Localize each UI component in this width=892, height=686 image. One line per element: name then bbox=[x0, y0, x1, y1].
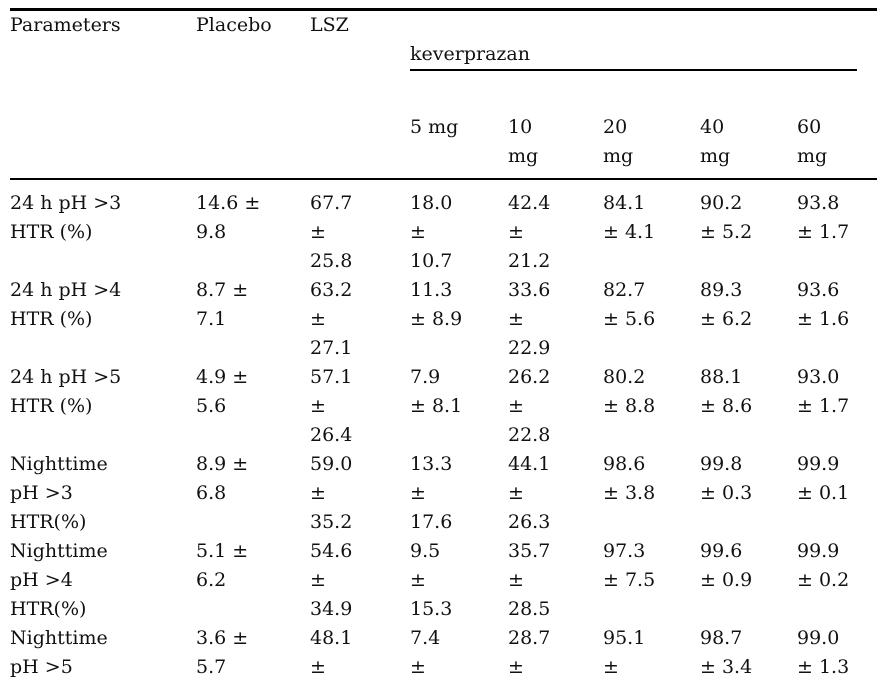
cell-lsz: 48.1 ± 31.1 bbox=[310, 627, 353, 686]
keverprazan-group-label: keverprazan bbox=[410, 40, 858, 71]
cell-dose-10mg: 28.7 ± 28.2 bbox=[508, 627, 551, 686]
cell-dose-5mg: 11.3 ± 8.9 bbox=[410, 279, 463, 330]
column-header-placebo: Placebo bbox=[196, 14, 272, 36]
cell-dose-5mg: 7.4 ± 12.8 bbox=[410, 627, 452, 686]
cell-lsz: 67.7 ± 25.8 bbox=[310, 192, 353, 272]
cell-dose-20mg: 84.1 ± 4.1 bbox=[603, 192, 656, 243]
cell-lsz: 54.6 ± 34.9 bbox=[310, 540, 353, 620]
cell-dose-60mg: 99.9 ± 0.2 bbox=[797, 540, 850, 591]
column-header-parameters: Parameters bbox=[10, 14, 121, 36]
cell-placebo: 4.9 ± 5.6 bbox=[196, 366, 249, 417]
table-row: 24 h pH >4 HTR (%) 8.7 ± 7.1 63.2 ± 27.1… bbox=[10, 276, 877, 363]
column-header-dose-10mg: 10 mg bbox=[508, 116, 539, 167]
cell-dose-20mg: 98.6 ± 3.8 bbox=[603, 453, 656, 504]
table-row: 24 h pH >3 HTR (%) 14.6 ± 9.8 67.7 ± 25.… bbox=[10, 179, 877, 276]
column-header-dose-40mg: 40 mg bbox=[700, 116, 731, 167]
cell-parameter: 24 h pH >5 HTR (%) bbox=[10, 366, 122, 417]
cell-parameter: Nighttime pH >3 HTR(%) bbox=[10, 453, 108, 533]
column-header-dose-5mg: 5 mg bbox=[410, 116, 459, 138]
cell-dose-5mg: 9.5 ± 15.3 bbox=[410, 540, 453, 620]
table-row: Nighttime pH >4 HTR(%) 5.1 ± 6.2 54.6 ± … bbox=[10, 537, 877, 624]
table-row: 24 h pH >5 HTR (%) 4.9 ± 5.6 57.1 ± 26.4… bbox=[10, 363, 877, 450]
cell-dose-20mg: 95.1 ± 13.2 bbox=[603, 627, 646, 686]
column-header-dose-60mg: 60 mg bbox=[797, 116, 828, 167]
cell-placebo: 3.6 ± 5.7 bbox=[196, 627, 249, 678]
cell-parameter: Nighttime pH >5 HTR(%) bbox=[10, 627, 108, 686]
cell-dose-40mg: 89.3 ± 6.2 bbox=[700, 279, 753, 330]
column-group-header-keverprazan: keverprazan bbox=[410, 10, 877, 101]
cell-dose-10mg: 33.6 ± 22.9 bbox=[508, 279, 551, 359]
cell-lsz: 63.2 ± 27.1 bbox=[310, 279, 353, 359]
header-row-top: Parameters Placebo LSZ keverprazan bbox=[10, 10, 877, 101]
cell-dose-20mg: 82.7 ± 5.6 bbox=[603, 279, 656, 330]
cell-placebo: 8.7 ± 7.1 bbox=[196, 279, 249, 330]
cell-placebo: 8.9 ± 6.8 bbox=[196, 453, 249, 504]
cell-dose-20mg: 97.3 ± 7.5 bbox=[603, 540, 656, 591]
cell-dose-5mg: 7.9 ± 8.1 bbox=[410, 366, 463, 417]
table-header: Parameters Placebo LSZ keverprazan 5 mg … bbox=[10, 10, 878, 179]
cell-dose-40mg: 88.1 ± 8.6 bbox=[700, 366, 753, 417]
cell-dose-40mg: 90.2 ± 5.2 bbox=[700, 192, 753, 243]
cell-placebo: 14.6 ± 9.8 bbox=[196, 192, 261, 243]
cell-lsz: 57.1 ± 26.4 bbox=[310, 366, 353, 446]
results-table: Parameters Placebo LSZ keverprazan 5 mg … bbox=[10, 8, 878, 686]
cell-dose-10mg: 26.2 ± 22.8 bbox=[508, 366, 551, 446]
cell-dose-20mg: 80.2 ± 8.8 bbox=[603, 366, 656, 417]
table-row: Nighttime pH >3 HTR(%) 8.9 ± 6.8 59.0 ± … bbox=[10, 450, 877, 537]
cell-lsz: 59.0 ± 35.2 bbox=[310, 453, 353, 533]
column-header-dose-20mg: 20 mg bbox=[603, 116, 634, 167]
cell-parameter: 24 h pH >4 HTR (%) bbox=[10, 279, 122, 330]
cell-dose-5mg: 13.3 ± 17.6 bbox=[410, 453, 453, 533]
cell-parameter: Nighttime pH >4 HTR(%) bbox=[10, 540, 108, 620]
cell-dose-10mg: 35.7 ± 28.5 bbox=[508, 540, 551, 620]
cell-dose-10mg: 44.1 ± 26.3 bbox=[508, 453, 551, 533]
cell-dose-60mg: 99.0 ± 1.3 bbox=[797, 627, 850, 678]
cell-dose-60mg: 93.6 ± 1.6 bbox=[797, 279, 850, 330]
cell-dose-10mg: 42.4 ± 21.2 bbox=[508, 192, 551, 272]
cell-dose-60mg: 93.0 ± 1.7 bbox=[797, 366, 850, 417]
cell-dose-40mg: 98.7 ± 3.4 bbox=[700, 627, 753, 678]
cell-dose-40mg: 99.6 ± 0.9 bbox=[700, 540, 753, 591]
table-row: Nighttime pH >5 HTR(%) 3.6 ± 5.7 48.1 ± … bbox=[10, 624, 877, 686]
cell-dose-5mg: 18.0 ± 10.7 bbox=[410, 192, 453, 272]
cell-dose-40mg: 99.8 ± 0.3 bbox=[700, 453, 753, 504]
cell-dose-60mg: 99.9 ± 0.1 bbox=[797, 453, 850, 504]
cell-parameter: 24 h pH >3 HTR (%) bbox=[10, 192, 122, 243]
cell-placebo: 5.1 ± 6.2 bbox=[196, 540, 249, 591]
column-header-lsz: LSZ bbox=[310, 14, 349, 36]
table-body: 24 h pH >3 HTR (%) 14.6 ± 9.8 67.7 ± 25.… bbox=[10, 179, 877, 686]
header-row-doses: 5 mg 10 mg 20 mg 40 mg 60 mg bbox=[10, 100, 877, 179]
cell-dose-60mg: 93.8 ± 1.7 bbox=[797, 192, 850, 243]
